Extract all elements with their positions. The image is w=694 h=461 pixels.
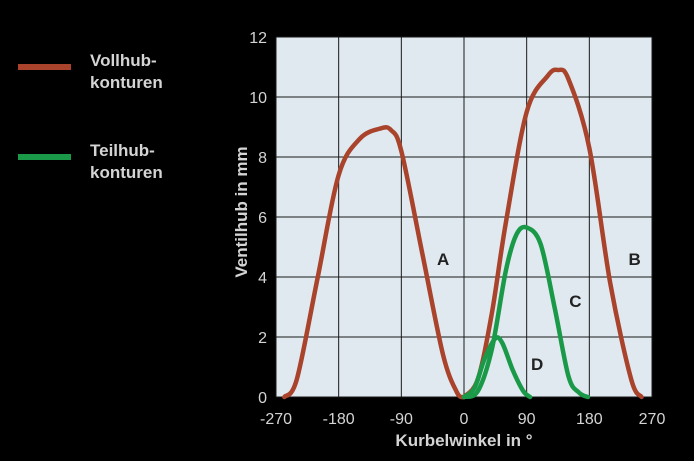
legend-label-teilhub-line2: konturen bbox=[90, 163, 163, 182]
x-tick-labels: -270 -180 -90 0 90 180 270 bbox=[260, 411, 665, 428]
x-tick-label: 180 bbox=[576, 411, 603, 428]
curve-d bbox=[461, 335, 533, 400]
y-tick-label: 2 bbox=[258, 330, 267, 347]
x-tick-label: -180 bbox=[323, 411, 355, 428]
y-tick-label: 8 bbox=[258, 150, 267, 167]
x-tick-label: -270 bbox=[260, 411, 292, 428]
y-tick-label: 0 bbox=[258, 390, 267, 407]
y-tick-label: 4 bbox=[258, 270, 267, 287]
x-tick-label: 270 bbox=[639, 411, 666, 428]
y-axis-label: Ventilhub in mm bbox=[232, 146, 251, 277]
curve-label-d: D bbox=[531, 355, 543, 374]
curves bbox=[282, 67, 644, 400]
x-tick-label: 0 bbox=[460, 411, 469, 428]
legend-label-teilhub: Teilhub- konturen bbox=[90, 140, 230, 184]
y-tick-labels: 0 2 4 6 8 10 12 bbox=[249, 30, 267, 407]
y-tick-label: 6 bbox=[258, 210, 267, 227]
x-axis-label: Kurbelwinkel in ° bbox=[395, 431, 532, 450]
legend-label-vollhub-line1: Vollhub- bbox=[90, 51, 157, 70]
legend-swatch-vollhub bbox=[18, 64, 71, 70]
x-tick-label: 90 bbox=[518, 411, 536, 428]
x-tick-label: -90 bbox=[390, 411, 413, 428]
legend-label-teilhub-line1: Teilhub- bbox=[90, 141, 155, 160]
curve-b bbox=[461, 67, 644, 400]
curve-a bbox=[282, 125, 467, 400]
grid bbox=[275, 36, 653, 398]
legend-label-vollhub: Vollhub- konturen bbox=[90, 50, 230, 94]
curve-label-a: A bbox=[437, 250, 449, 269]
curve-labels: A B C D bbox=[437, 250, 641, 374]
curve-label-b: B bbox=[628, 250, 640, 269]
y-tick-label: 12 bbox=[249, 30, 267, 47]
y-tick-label: 10 bbox=[249, 90, 267, 107]
curve-label-c: C bbox=[569, 292, 581, 311]
curve-c bbox=[461, 224, 591, 400]
legend-label-vollhub-line2: konturen bbox=[90, 73, 163, 92]
legend-swatch-teilhub bbox=[18, 154, 71, 160]
